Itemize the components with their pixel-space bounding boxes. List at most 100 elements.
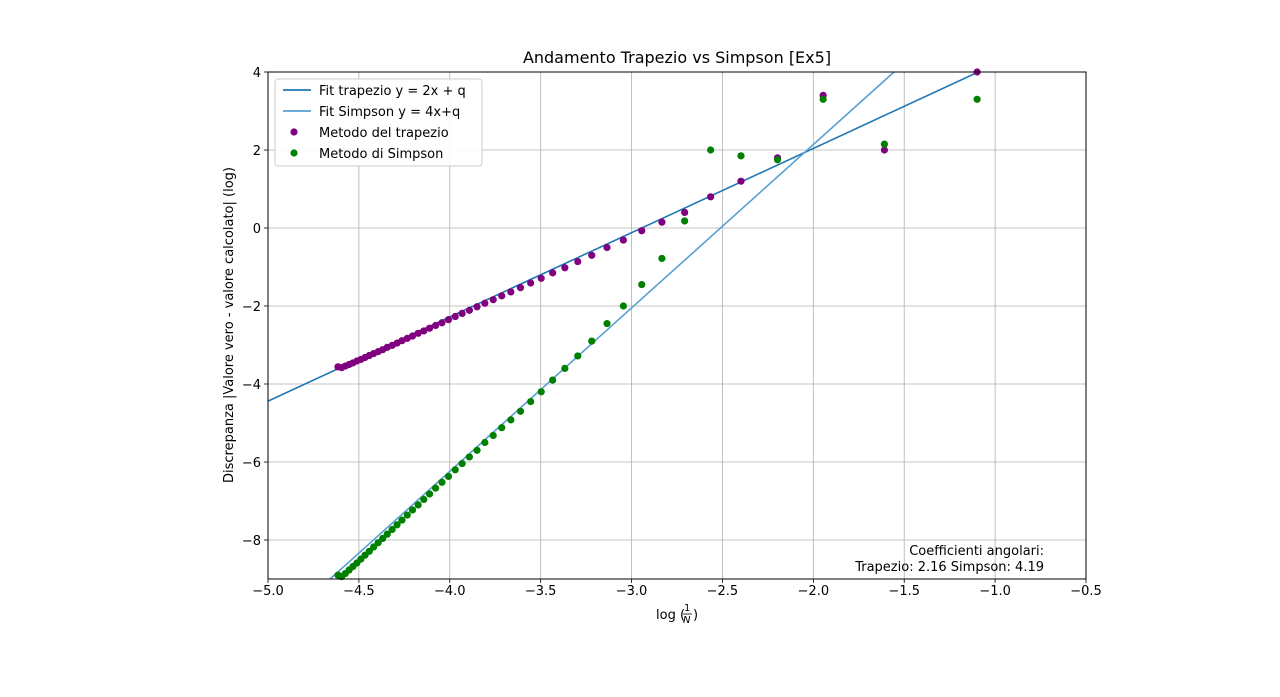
- point-trapezio: [489, 296, 497, 304]
- point-trapezio: [681, 208, 689, 216]
- x-tick-label: −4.0: [434, 584, 466, 599]
- x-tick-label: −3.5: [525, 584, 557, 599]
- y-tick-label: −8: [242, 534, 261, 549]
- point-simpson: [334, 571, 342, 579]
- point-trapezio: [527, 279, 535, 287]
- point-trapezio: [458, 309, 466, 318]
- svg-text:log: log: [656, 608, 676, 623]
- fit-line-simpson: [328, 72, 896, 579]
- point-simpson: [516, 407, 525, 415]
- y-tick-label: −2: [242, 300, 261, 315]
- legend: Fit trapezio y = 2x + q Fit Simpson y = …: [274, 78, 483, 167]
- point-simpson: [388, 525, 396, 534]
- point-simpson: [588, 337, 596, 345]
- point-simpson: [498, 424, 506, 432]
- y-tick-label: −4: [242, 378, 261, 393]
- point-trapezio: [658, 218, 666, 226]
- point-trapezio: [507, 288, 515, 296]
- svg-text:N: N: [683, 615, 691, 626]
- point-trapezio: [431, 321, 440, 330]
- point-trapezio: [334, 363, 342, 371]
- point-simpson: [527, 397, 535, 406]
- point-simpson: [481, 438, 489, 447]
- x-tick-label: −3.0: [616, 584, 648, 599]
- point-trapezio: [473, 303, 481, 311]
- point-simpson: [737, 152, 745, 160]
- x-tick-label: −2.5: [707, 584, 739, 599]
- annotation-line-2: Trapezio: 2.16 Simpson: 4.19: [854, 560, 1044, 575]
- point-trapezio: [707, 193, 715, 201]
- point-simpson: [374, 539, 382, 547]
- point-simpson: [408, 506, 417, 514]
- svg-text:): ): [693, 608, 698, 623]
- x-tick-label: −4.5: [343, 584, 375, 599]
- point-simpson: [819, 95, 827, 103]
- axis-ticks: −5.0 −4.5 −4.0 −3.5 −3.0 −2.5 −2.0 −1.5 −1.0 −0.5…: [242, 66, 1102, 599]
- coefficient-annotation: Coefficienti angolari: Trapezio: 2.16 Si…: [854, 544, 1044, 575]
- point-trapezio: [444, 316, 453, 324]
- point-simpson: [561, 364, 569, 372]
- point-trapezio: [498, 292, 506, 300]
- point-trapezio: [414, 329, 422, 337]
- point-simpson: [773, 156, 782, 164]
- point-simpson: [619, 302, 627, 310]
- point-simpson: [444, 472, 453, 481]
- point-simpson: [420, 495, 428, 504]
- x-tick-label: −2.0: [798, 584, 830, 599]
- point-simpson: [379, 534, 387, 543]
- point-simpson: [451, 466, 459, 474]
- point-trapezio: [574, 257, 582, 266]
- svg-text:1: 1: [684, 603, 690, 614]
- legend-label-simpson: Metodo di Simpson: [319, 147, 443, 162]
- point-simpson: [393, 521, 401, 529]
- point-trapezio: [451, 312, 459, 321]
- point-trapezio: [465, 306, 474, 314]
- point-simpson: [537, 388, 545, 396]
- point-trapezio: [737, 177, 745, 185]
- point-trapezio: [638, 227, 646, 235]
- svg-text:(: (: [680, 608, 685, 623]
- point-simpson: [507, 416, 515, 424]
- point-simpson: [638, 280, 646, 289]
- point-simpson: [681, 217, 689, 225]
- x-tick-label: −0.5: [1070, 584, 1102, 599]
- legend-label-fit-trapezio: Fit trapezio y = 2x + q: [319, 84, 466, 99]
- point-simpson: [465, 453, 474, 461]
- annotation-line-1: Coefficienti angolari:: [909, 544, 1044, 559]
- point-simpson: [549, 376, 557, 384]
- x-axis-label: log ( 1 N ): [656, 603, 698, 626]
- point-simpson: [398, 516, 406, 524]
- point-trapezio: [549, 269, 557, 277]
- point-simpson: [880, 140, 889, 148]
- point-simpson: [658, 254, 666, 263]
- point-trapezio: [426, 324, 434, 332]
- data-points: [334, 68, 981, 581]
- point-simpson: [473, 446, 481, 454]
- y-tick-label: 4: [253, 66, 261, 81]
- point-simpson: [489, 431, 497, 440]
- x-tick-label: −1.5: [888, 584, 920, 599]
- y-tick-label: 0: [253, 222, 261, 237]
- y-tick-label: −6: [242, 456, 261, 471]
- point-trapezio: [420, 327, 428, 335]
- point-trapezio: [619, 236, 627, 244]
- point-simpson: [973, 95, 981, 103]
- point-trapezio: [603, 243, 611, 252]
- point-simpson: [383, 530, 391, 538]
- point-simpson: [574, 352, 582, 360]
- point-simpson: [414, 501, 422, 509]
- y-axis-label: Discrepanza |Valore vero - valore calcol…: [222, 167, 237, 483]
- point-trapezio: [880, 146, 889, 154]
- x-tick-label: −5.0: [252, 584, 284, 599]
- point-simpson: [458, 459, 466, 468]
- x-tick-label: −1.0: [979, 584, 1011, 599]
- point-simpson: [426, 490, 434, 498]
- point-simpson: [431, 484, 440, 492]
- point-trapezio: [561, 264, 569, 272]
- point-trapezio: [481, 299, 489, 307]
- point-simpson: [438, 478, 446, 486]
- plot-frame: [267, 71, 1087, 580]
- point-trapezio: [537, 274, 545, 282]
- legend-label-trapezio: Metodo del trapezio: [319, 126, 449, 141]
